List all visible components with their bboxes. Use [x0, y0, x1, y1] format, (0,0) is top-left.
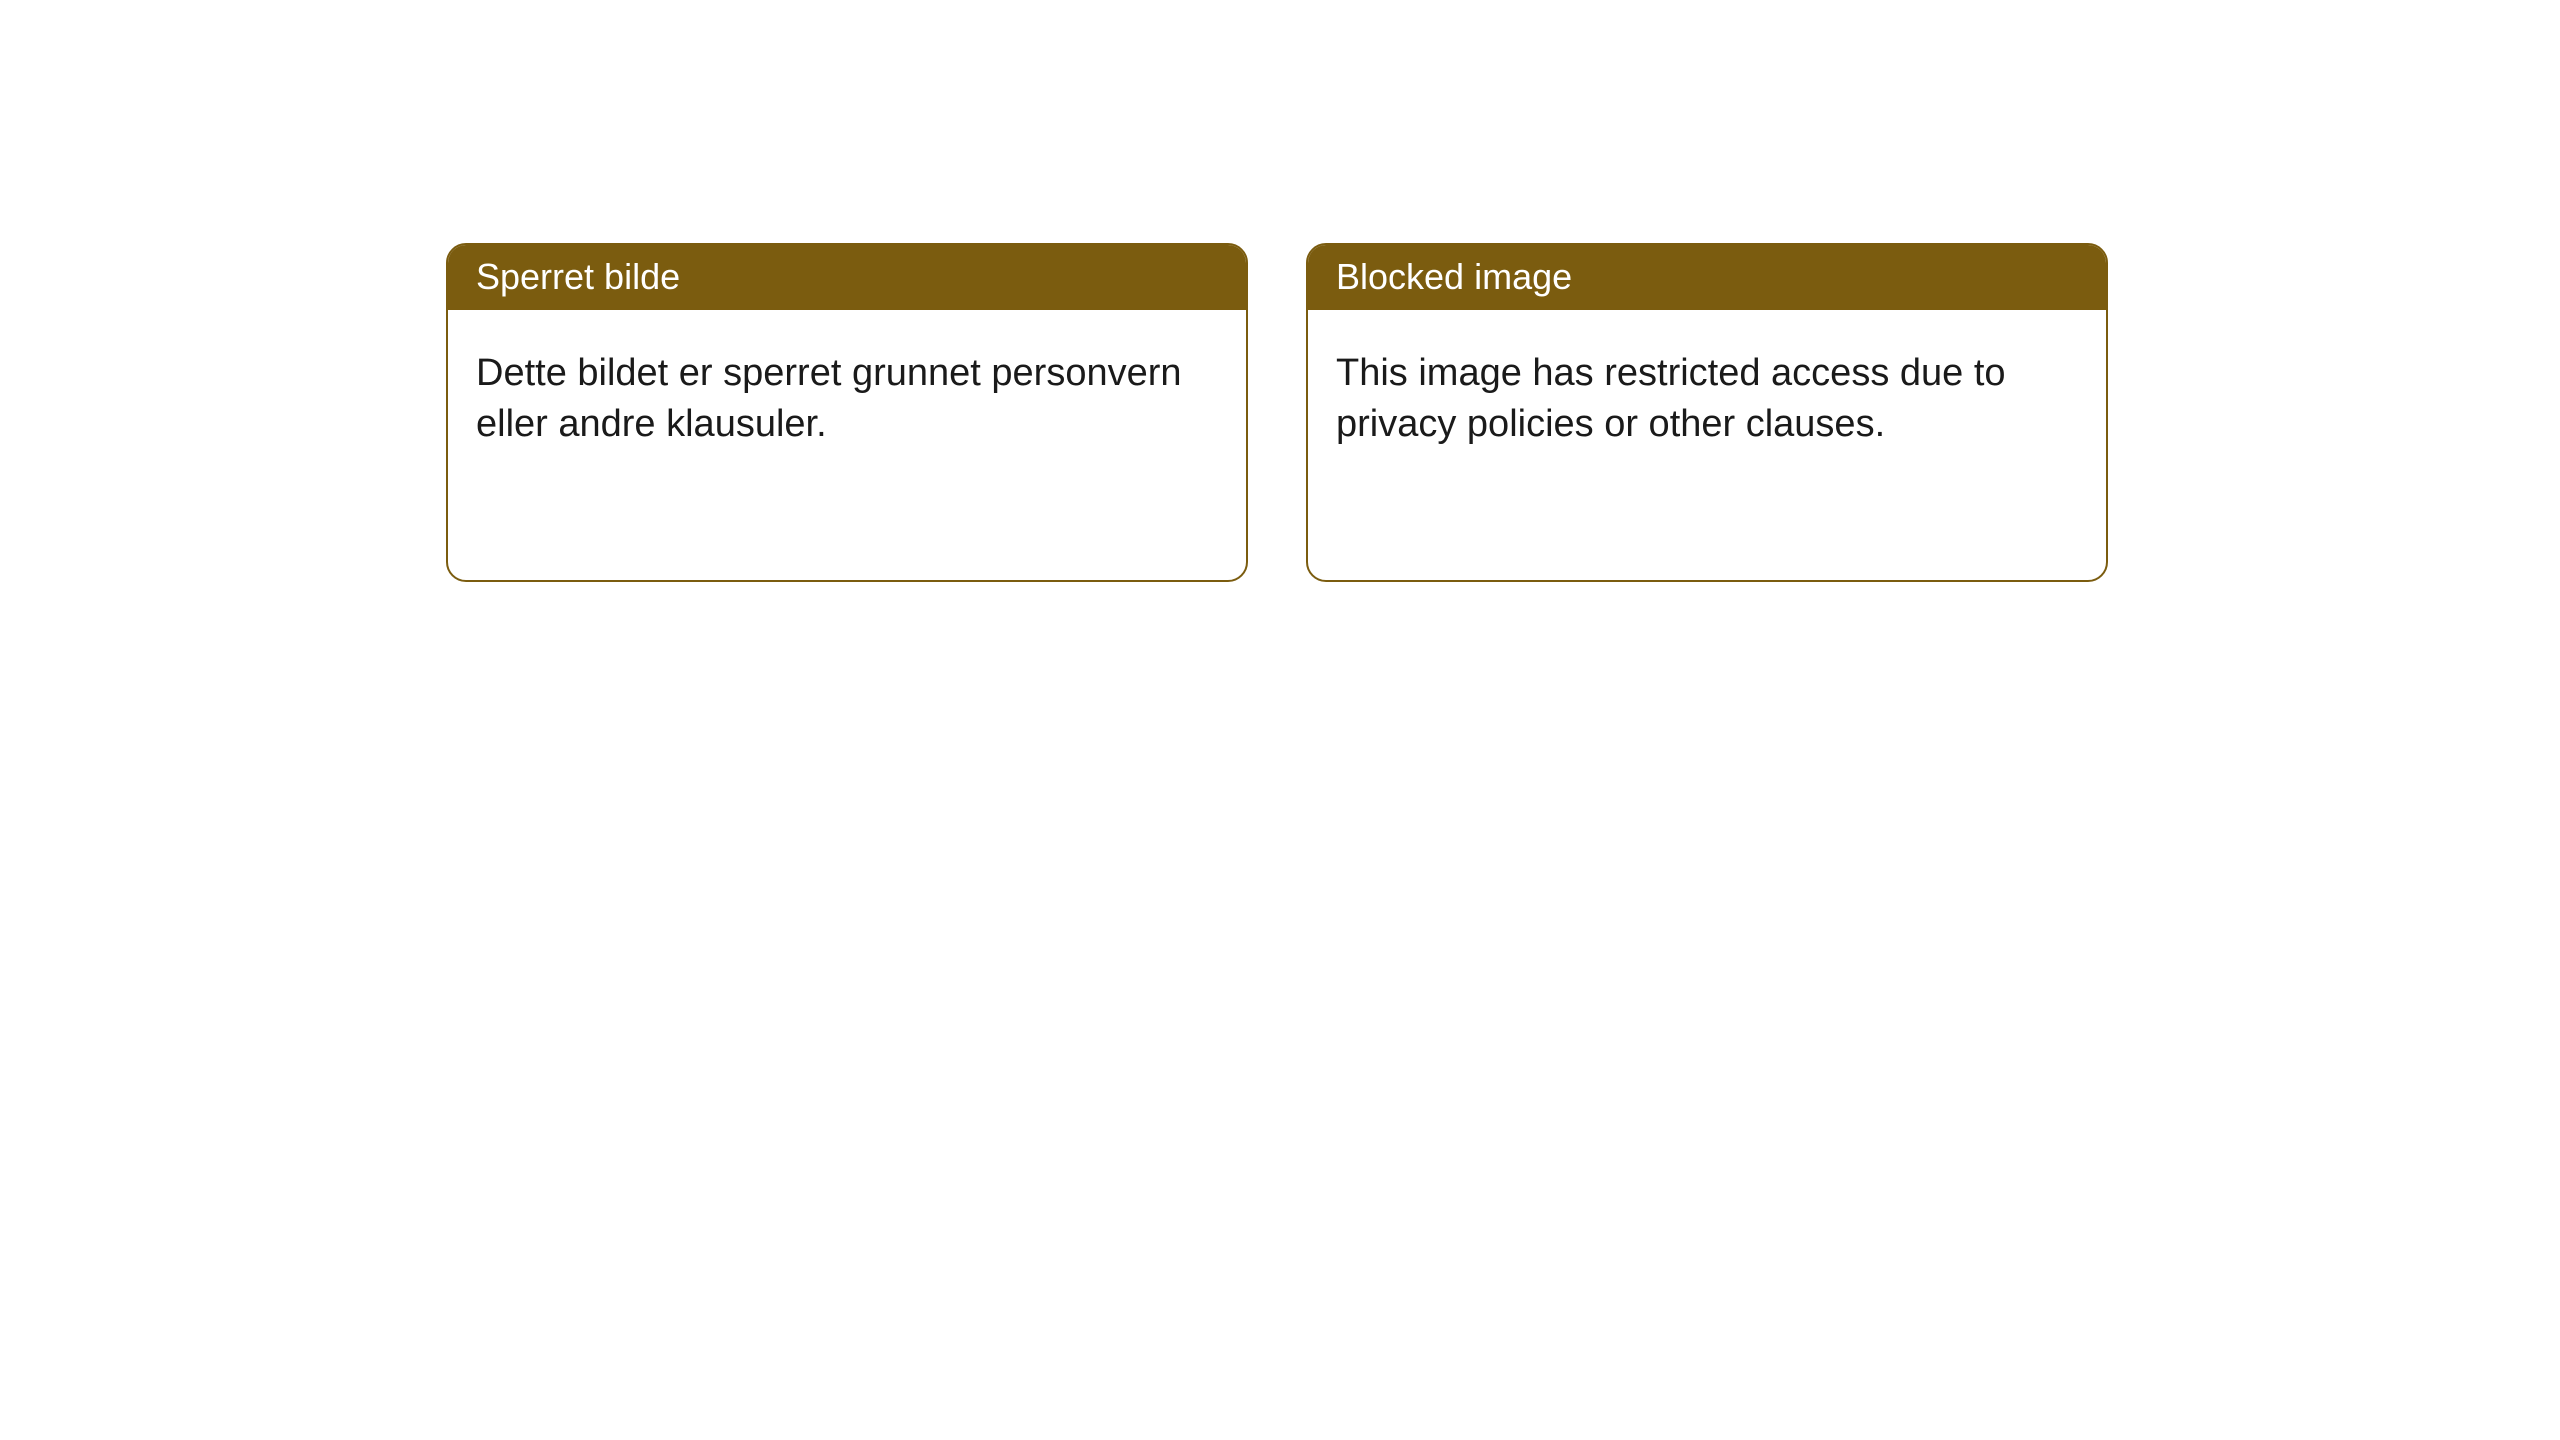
notice-card-body: This image has restricted access due to …	[1308, 310, 2106, 580]
notice-card-title: Sperret bilde	[448, 245, 1246, 310]
notice-card-english: Blocked image This image has restricted …	[1306, 243, 2108, 582]
notice-card-body: Dette bildet er sperret grunnet personve…	[448, 310, 1246, 580]
notice-cards-container: Sperret bilde Dette bildet er sperret gr…	[446, 243, 2108, 582]
notice-card-norwegian: Sperret bilde Dette bildet er sperret gr…	[446, 243, 1248, 582]
notice-card-title: Blocked image	[1308, 245, 2106, 310]
